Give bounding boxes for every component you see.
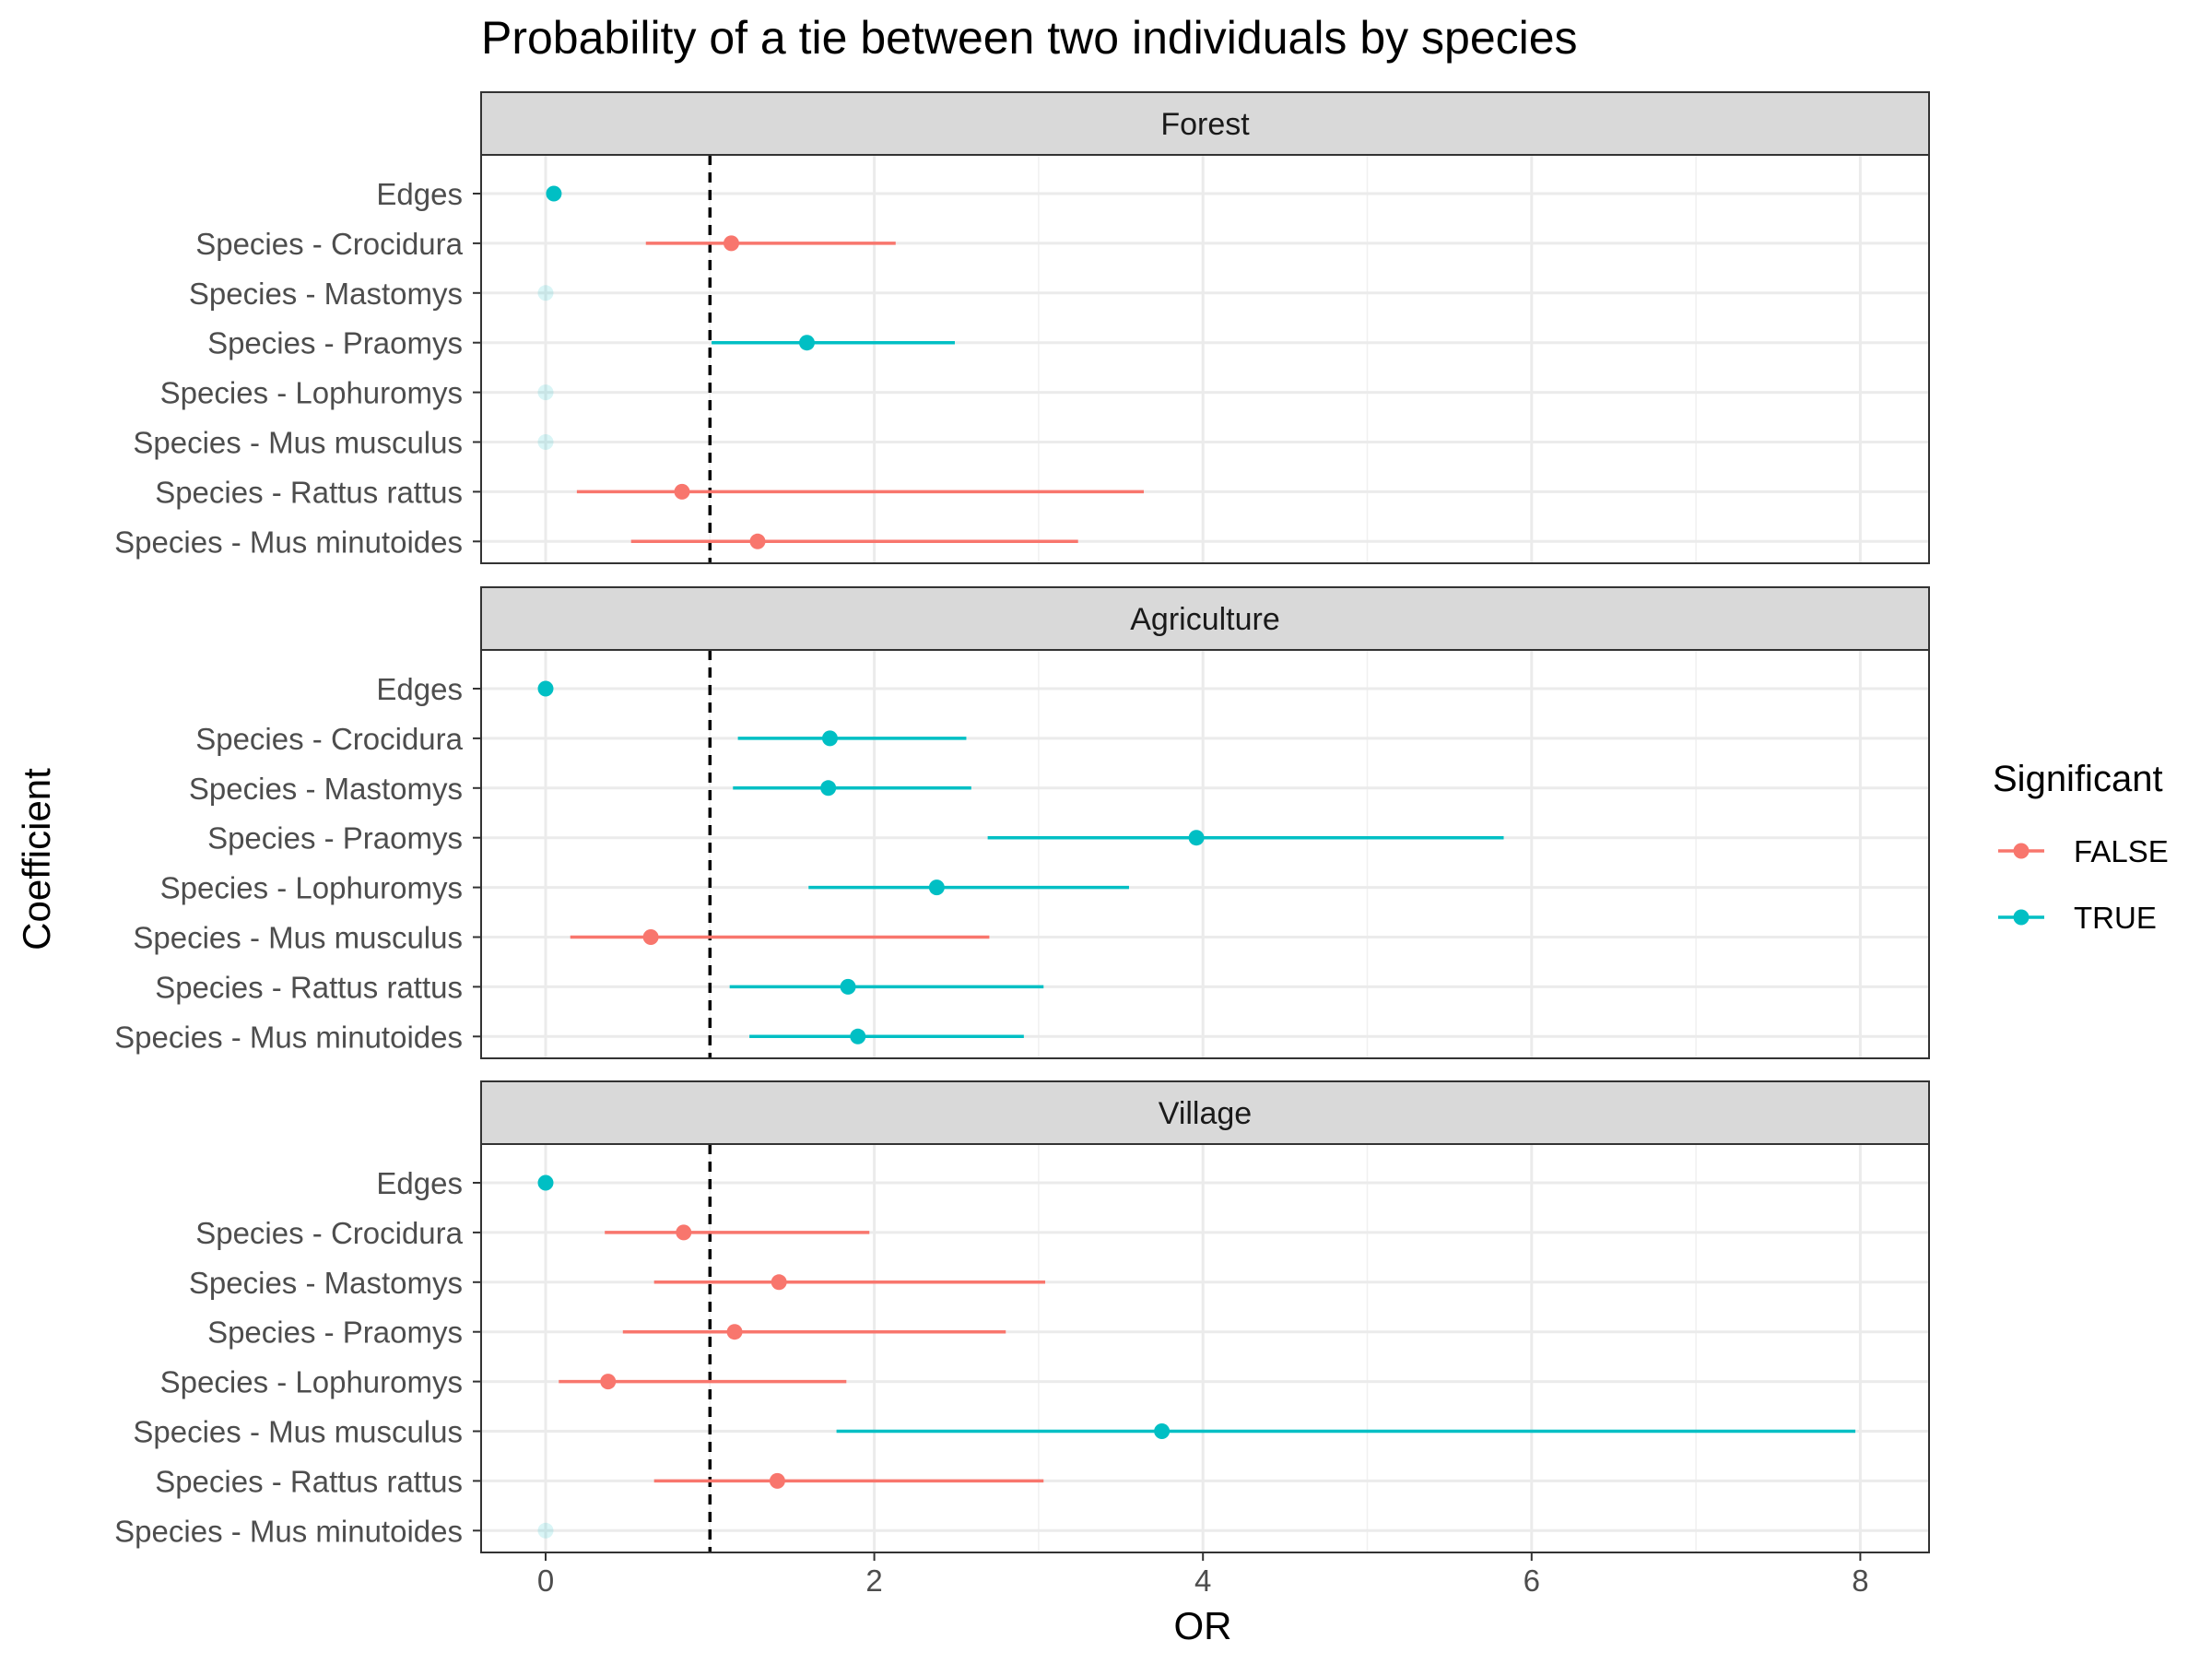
y-axis-title: Coefficient <box>15 768 58 950</box>
y-tick-label: Species - Praomys <box>207 821 463 856</box>
data-point <box>821 730 838 747</box>
y-tick-label: Species - Mus musculus <box>133 1415 463 1449</box>
facet-strip <box>480 1080 1930 1145</box>
y-tick-label: Species - Rattus rattus <box>155 475 463 509</box>
data-point <box>537 1174 554 1191</box>
y-tick-label: Species - Mus minutoides <box>114 1020 463 1054</box>
x-axis-title: OR <box>1174 1604 1232 1647</box>
y-tick-label: Edges <box>376 177 463 211</box>
y-tick-label: Species - Mastomys <box>189 1266 463 1300</box>
y-tick-label: Species - Mus minutoides <box>114 525 463 559</box>
legend-key-point <box>2013 843 2030 859</box>
panel-background <box>481 1144 1929 1552</box>
facet-panel-forest: Forest Edges Species - Crocidura Species - … <box>114 91 1930 564</box>
legend-item-true: TRUE <box>1998 901 2157 935</box>
x-tick-label: 4 <box>1194 1564 1211 1598</box>
y-tick-label: Species - Crocidura <box>195 1216 463 1250</box>
legend: Significant FALSE TRUE <box>1993 759 2169 935</box>
panel-border <box>480 649 1930 1059</box>
data-point <box>537 680 554 697</box>
y-tick-label: Species - Praomys <box>207 326 463 360</box>
y-tick-label: Species - Mastomys <box>189 772 463 806</box>
panel-border <box>480 154 1930 564</box>
data-point <box>798 335 815 351</box>
panel-background <box>481 650 1929 1058</box>
data-point <box>642 929 659 945</box>
data-point <box>537 285 554 301</box>
y-tick-label: Species - Lophuromys <box>160 871 463 905</box>
panel-background <box>481 155 1929 563</box>
legend-label: FALSE <box>2074 834 2169 868</box>
facet-panel-village: Village Edges Species - Crocidura Species -… <box>114 1080 1930 1598</box>
x-tick-label: 0 <box>537 1564 554 1598</box>
data-point <box>769 1472 785 1489</box>
data-point <box>537 384 554 401</box>
data-point <box>820 780 837 797</box>
y-tick-label: Species - Mus musculus <box>133 426 463 460</box>
facet-strip-label: Village <box>1159 1096 1252 1131</box>
data-point <box>840 978 856 995</box>
facet-strip-label: Agriculture <box>1130 602 1280 637</box>
data-point <box>674 483 690 500</box>
y-tick-label: Species - Rattus rattus <box>155 1464 463 1498</box>
y-tick-label: Species - Mus musculus <box>133 921 463 955</box>
x-tick-label: 8 <box>1852 1564 1868 1598</box>
legend-label: TRUE <box>2074 901 2157 935</box>
data-point <box>726 1324 743 1340</box>
data-point <box>546 185 562 202</box>
y-tick-label: Edges <box>376 1166 463 1200</box>
y-tick-label: Edges <box>376 672 463 706</box>
y-tick-label: Species - Crocidura <box>195 227 463 261</box>
legend-key-point <box>2013 909 2030 926</box>
y-tick-label: Species - Mastomys <box>189 277 463 311</box>
data-point <box>676 1224 692 1241</box>
legend-title: Significant <box>1993 759 2163 799</box>
data-point <box>537 434 554 450</box>
panel-border <box>480 1143 1930 1553</box>
data-point <box>850 1028 866 1044</box>
data-point <box>771 1274 787 1291</box>
legend-item-false: FALSE <box>1998 834 2169 868</box>
data-point <box>537 1522 554 1539</box>
x-tick-label: 6 <box>1524 1564 1540 1598</box>
facet-panels: Forest Edges Species - Crocidura Species - … <box>114 91 1930 1598</box>
data-point <box>1154 1423 1171 1439</box>
y-tick-label: Species - Mus minutoides <box>114 1514 463 1548</box>
facet-strip-label: Forest <box>1160 107 1250 142</box>
facet-strip <box>480 91 1930 156</box>
data-point <box>600 1374 617 1390</box>
y-tick-label: Species - Praomys <box>207 1316 463 1350</box>
chart-title: Probability of a tie between two individ… <box>481 12 1578 64</box>
data-point <box>1188 830 1205 846</box>
data-point <box>723 235 739 252</box>
data-point <box>928 879 945 896</box>
facet-panel-agriculture: Agriculture Edges Species - Crocidura Speci… <box>114 586 1930 1059</box>
y-tick-label: Species - Crocidura <box>195 722 463 756</box>
data-point <box>749 533 766 549</box>
x-tick-label: 2 <box>865 1564 882 1598</box>
y-tick-label: Species - Lophuromys <box>160 1365 463 1399</box>
y-tick-label: Species - Rattus rattus <box>155 970 463 1004</box>
facet-strip <box>480 586 1930 651</box>
y-tick-label: Species - Lophuromys <box>160 376 463 410</box>
